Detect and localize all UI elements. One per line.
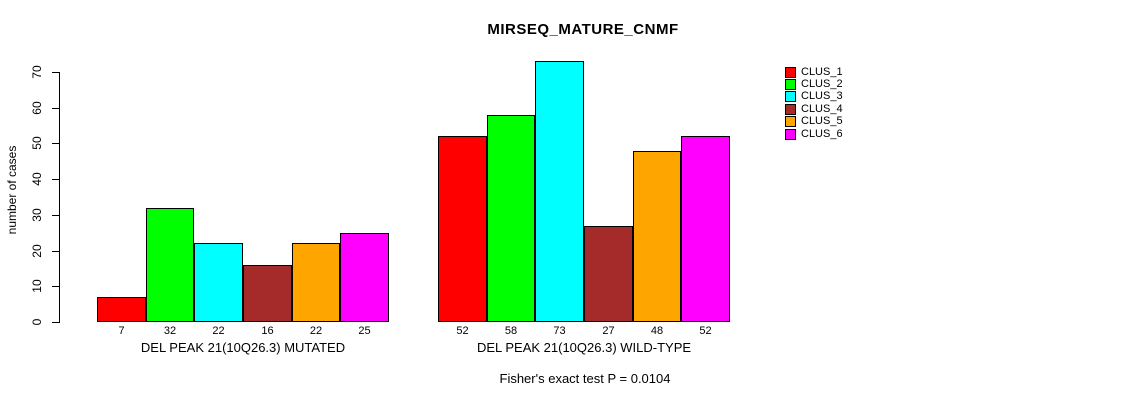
bar-clus_6-group2 xyxy=(681,136,730,322)
y-tick-mark xyxy=(52,285,59,287)
y-tick-label: 10 xyxy=(30,279,44,293)
bar-clus_6-group1 xyxy=(340,233,389,322)
bar-value-label: 48 xyxy=(650,325,664,337)
legend-row-clus_2: CLUS_2 xyxy=(785,78,843,91)
legend-row-clus_3: CLUS_3 xyxy=(785,91,843,103)
legend-swatch-icon xyxy=(785,91,796,103)
legend-label: CLUS_5 xyxy=(801,115,843,128)
legend-swatch-icon xyxy=(785,116,796,128)
bar-value-label: 52 xyxy=(699,325,712,337)
bar-value-label: 25 xyxy=(358,325,371,337)
y-tick-mark xyxy=(52,250,59,252)
legend-swatch-icon xyxy=(785,128,796,140)
y-tick-mark xyxy=(52,321,59,323)
bar-value-label: 27 xyxy=(602,325,615,337)
bar-clus_5-group2 xyxy=(633,151,681,322)
bar-value-label: 52 xyxy=(456,325,469,337)
bar-clus_2-group1 xyxy=(146,208,194,322)
y-tick-mark xyxy=(52,214,59,216)
y-axis-line xyxy=(59,72,60,323)
bar-value-label: 22 xyxy=(309,325,323,337)
bar-clus_4-group1 xyxy=(243,265,292,322)
y-tick-label: 40 xyxy=(30,172,44,186)
legend-label: CLUS_6 xyxy=(801,127,843,140)
bar-value-label: 7 xyxy=(118,325,125,337)
legend-label: CLUS_4 xyxy=(801,102,843,115)
legend-swatch-icon xyxy=(785,79,796,91)
y-axis-title: number of cases xyxy=(5,145,19,235)
bar-clus_1-group1 xyxy=(97,297,146,322)
legend: CLUS_1 CLUS_2 CLUS_3 CLUS_4 CLUS_5 CLUS_6 xyxy=(785,66,843,140)
legend-row-clus_6: CLUS_6 xyxy=(785,128,843,140)
y-tick-mark xyxy=(52,178,59,180)
bar-value-label: 32 xyxy=(163,325,177,337)
bar-value-label: 22 xyxy=(212,325,225,337)
bar-clus_2-group2 xyxy=(487,115,535,322)
legend-label: CLUS_3 xyxy=(801,90,843,103)
group-label: DEL PEAK 21(10Q26.3) WILD-TYPE xyxy=(476,340,692,355)
legend-label: CLUS_2 xyxy=(801,78,843,91)
fisher-test-annotation: Fisher's exact test P = 0.0104 xyxy=(499,371,671,386)
legend-row-clus_4: CLUS_4 xyxy=(785,103,843,115)
bar-value-label: 73 xyxy=(553,325,566,337)
y-tick-mark xyxy=(52,107,59,109)
bar-clus_1-group2 xyxy=(438,136,487,322)
legend-row-clus_1: CLUS_1 xyxy=(785,66,843,78)
y-tick-label: 20 xyxy=(30,244,44,258)
y-tick-mark xyxy=(52,142,59,144)
bar-clus_3-group2 xyxy=(535,61,584,322)
y-tick-label: 50 xyxy=(30,136,44,150)
bar-clus_4-group2 xyxy=(584,226,633,322)
y-tick-mark xyxy=(52,71,59,73)
y-tick-label: 70 xyxy=(30,65,44,79)
legend-swatch-icon xyxy=(785,66,796,78)
legend-row-clus_5: CLUS_5 xyxy=(785,116,843,128)
y-tick-label: 60 xyxy=(30,101,44,115)
legend-swatch-icon xyxy=(785,103,796,115)
bar-clus_3-group1 xyxy=(194,243,243,322)
bar-clus_5-group1 xyxy=(292,243,340,322)
y-tick-label: 30 xyxy=(30,208,44,222)
chart-title: MIRSEQ_MATURE_CNMF xyxy=(487,21,679,38)
bar-value-label: 58 xyxy=(504,325,518,337)
bar-value-label: 16 xyxy=(261,325,274,337)
group-label: DEL PEAK 21(10Q26.3) MUTATED xyxy=(140,340,346,355)
y-tick-label: 0 xyxy=(30,318,44,326)
legend-label: CLUS_1 xyxy=(801,65,843,78)
